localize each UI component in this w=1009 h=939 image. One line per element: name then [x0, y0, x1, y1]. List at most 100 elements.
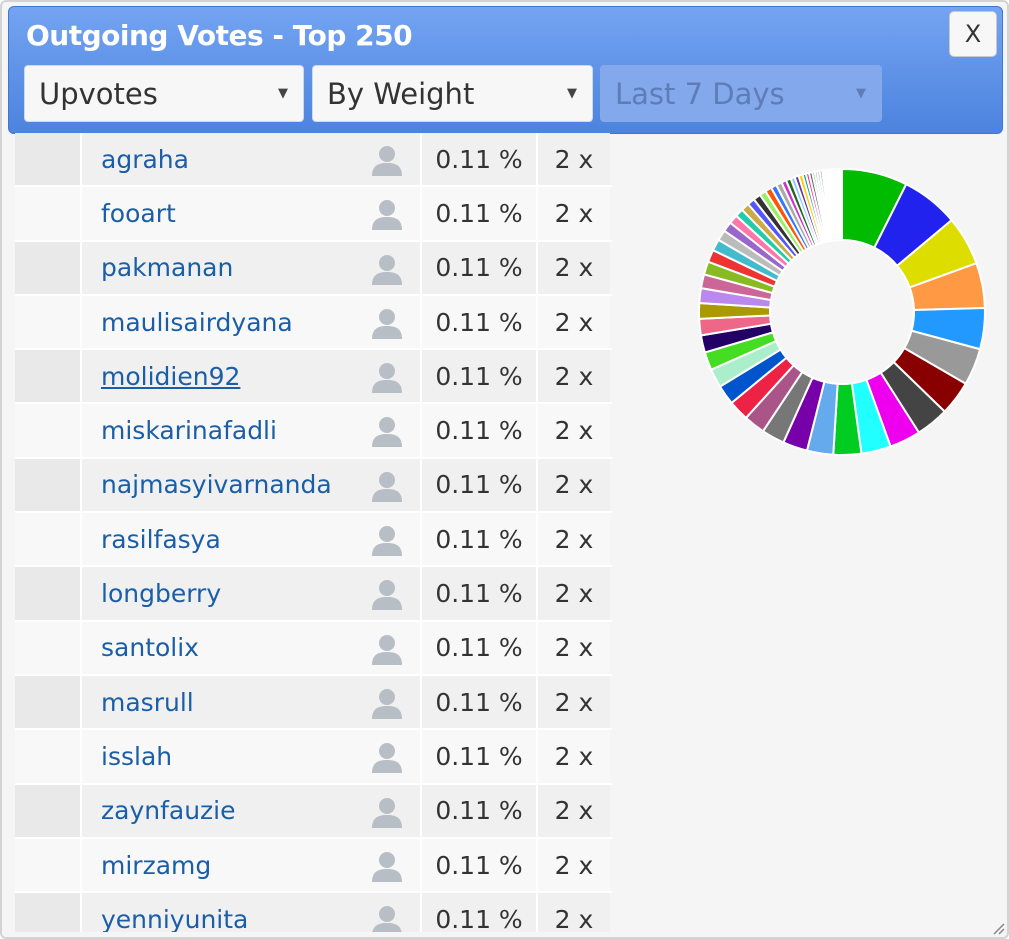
rank-cell [15, 893, 82, 932]
user-name: rasilfasya [101, 524, 221, 554]
user-link[interactable]: najmasyivarnanda [82, 458, 422, 512]
vote-percent: 0.11 % [422, 458, 538, 512]
vote-percent: 0.11 % [422, 513, 538, 566]
donut-slice [840, 167, 843, 242]
user-link[interactable]: miskarinafadli [82, 404, 422, 457]
vote-count: 2 x [538, 675, 610, 729]
rank-cell [15, 784, 82, 837]
user-name: miskarinafadli [101, 416, 277, 446]
vote-percent: 0.11 % [422, 133, 538, 186]
sort-select[interactable]: By Weight ▼ [312, 65, 593, 122]
vote-count: 2 x [538, 350, 610, 403]
rank-cell [15, 187, 82, 240]
user-link[interactable]: masrull [82, 675, 422, 729]
vote-count: 2 x [538, 295, 610, 349]
user-icon[interactable] [370, 414, 404, 448]
rank-cell [15, 295, 82, 349]
user-icon[interactable] [370, 252, 404, 286]
table-row: agraha 0.11 % 2 x [15, 133, 612, 188]
dialog-header[interactable]: Outgoing Votes - Top 250 X Upvotes ▼ By … [8, 6, 1003, 134]
vote-percent: 0.11 % [422, 621, 538, 674]
user-icon[interactable] [370, 795, 404, 829]
chevron-down-icon: ▼ [567, 86, 577, 101]
close-icon: X [964, 20, 982, 48]
table-row: fooart 0.11 % 2 x [15, 187, 612, 242]
table-row: santolix 0.11 % 2 x [15, 621, 612, 676]
vote-percent: 0.11 % [422, 730, 538, 783]
votes-table[interactable]: agraha 0.11 % 2 x fooart 0.11 % 2 x pakmanan 0.… [15, 133, 612, 932]
user-icon[interactable] [370, 849, 404, 883]
vote-count: 2 x [538, 404, 610, 457]
rank-cell [15, 567, 82, 620]
rank-cell [15, 513, 82, 566]
user-icon[interactable] [370, 740, 404, 774]
close-button[interactable]: X [949, 11, 997, 57]
user-link[interactable]: rasilfasya [82, 513, 422, 566]
user-name: yenniyunita [101, 904, 249, 932]
user-link[interactable]: isslah [82, 730, 422, 783]
user-icon[interactable] [370, 306, 404, 340]
user-icon[interactable] [370, 632, 404, 666]
vote-count: 2 x [538, 893, 610, 932]
vote-count: 2 x [538, 567, 610, 620]
user-link[interactable]: santolix [82, 621, 422, 674]
vote-count: 2 x [538, 458, 610, 512]
user-icon[interactable] [370, 523, 404, 557]
rank-cell [15, 838, 82, 892]
table-row: zaynfauzie 0.11 % 2 x [15, 784, 612, 839]
table-row: yenniyunita 0.11 % 2 x [15, 893, 612, 932]
vote-type-select[interactable]: Upvotes ▼ [24, 65, 304, 122]
user-name: zaynfauzie [101, 796, 236, 826]
period-value: Last 7 Days [615, 76, 785, 111]
user-name: masrull [101, 687, 194, 717]
user-name: fooart [101, 198, 176, 228]
rank-cell [15, 675, 82, 729]
user-icon[interactable] [370, 197, 404, 231]
user-link[interactable]: fooart [82, 187, 422, 240]
user-icon[interactable] [370, 577, 404, 611]
vote-percent: 0.11 % [422, 567, 538, 620]
user-link[interactable]: longberry [82, 567, 422, 620]
user-icon[interactable] [370, 469, 404, 503]
user-name: isslah [101, 741, 173, 771]
user-link[interactable]: maulisairdyana [82, 295, 422, 349]
vote-percent: 0.11 % [422, 241, 538, 294]
user-icon[interactable] [370, 903, 404, 932]
table-row: masrull 0.11 % 2 x [15, 675, 612, 731]
votes-donut-chart [698, 167, 986, 456]
user-name: maulisairdyana [101, 307, 293, 337]
user-link[interactable]: zaynfauzie [82, 784, 422, 837]
user-name: longberry [101, 579, 222, 609]
table-row: maulisairdyana 0.11 % 2 x [15, 295, 612, 351]
user-name: agraha [101, 144, 189, 174]
vote-percent: 0.11 % [422, 187, 538, 240]
vote-count: 2 x [538, 513, 610, 566]
user-icon[interactable] [370, 360, 404, 394]
vote-count: 2 x [538, 187, 610, 240]
user-name: pakmanan [101, 253, 234, 283]
user-link[interactable]: yenniyunita [82, 893, 422, 932]
period-select: Last 7 Days ▼ [600, 65, 882, 122]
vote-count: 2 x [538, 784, 610, 837]
user-name: mirzamg [101, 850, 212, 880]
vote-percent: 0.11 % [422, 404, 538, 457]
vote-percent: 0.11 % [422, 838, 538, 892]
sort-value: By Weight [327, 76, 475, 111]
table-row: pakmanan 0.11 % 2 x [15, 241, 612, 296]
user-icon[interactable] [370, 143, 404, 177]
resize-handle-icon[interactable] [989, 919, 1005, 935]
vote-percent: 0.11 % [422, 893, 538, 932]
vote-count: 2 x [538, 838, 610, 892]
vote-percent: 0.11 % [422, 295, 538, 349]
user-link[interactable]: pakmanan [82, 241, 422, 294]
user-link[interactable]: molidien92 [82, 350, 422, 403]
rank-cell [15, 404, 82, 457]
rank-cell [15, 241, 82, 294]
user-link[interactable]: mirzamg [82, 838, 422, 892]
rank-cell [15, 621, 82, 674]
rank-cell [15, 133, 82, 186]
user-link[interactable]: agraha [82, 133, 422, 186]
vote-type-value: Upvotes [39, 76, 158, 111]
user-icon[interactable] [370, 686, 404, 720]
